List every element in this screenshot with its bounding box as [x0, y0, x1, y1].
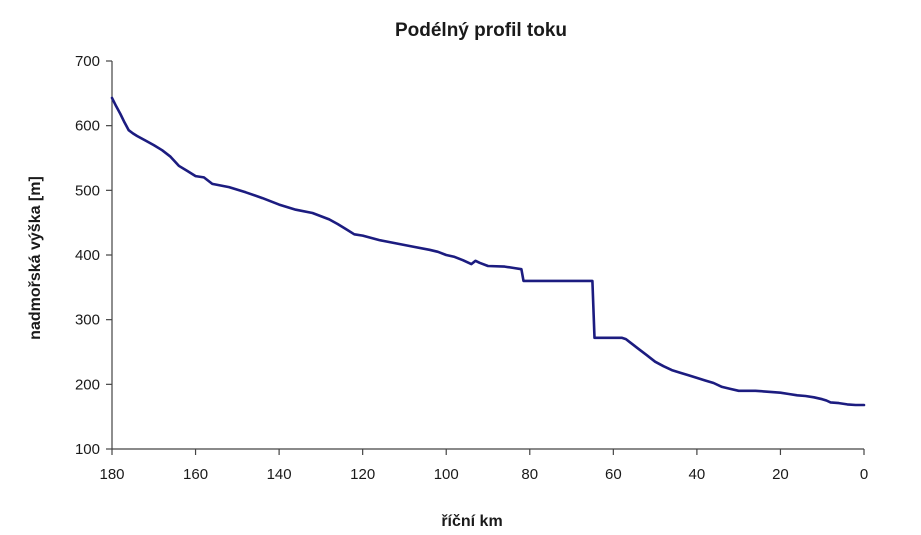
x-tick-label: 100 [434, 466, 459, 483]
y-tick-label: 300 [75, 312, 100, 329]
x-tick-label: 140 [267, 466, 292, 483]
x-tick-label: 40 [689, 466, 706, 483]
y-axis-ticks: 700 600 500 400 300 200 100 [75, 53, 112, 458]
y-tick-label: 700 [75, 53, 100, 70]
x-tick-label: 60 [605, 466, 622, 483]
y-tick-label: 400 [75, 247, 100, 264]
y-tick-label: 500 [75, 182, 100, 199]
chart-title: Podélný profil toku [395, 20, 567, 41]
y-tick-label: 100 [75, 441, 100, 458]
x-axis-title: říční km [441, 513, 502, 530]
x-tick-label: 0 [860, 466, 868, 483]
series-line-profile [110, 96, 866, 407]
x-tick-label: 160 [183, 466, 208, 483]
x-tick-label: 80 [521, 466, 538, 483]
x-tick-label: 20 [772, 466, 789, 483]
x-tick-label: 180 [99, 466, 124, 483]
x-axis-ticks: 180 160 140 120 100 80 60 40 20 0 [99, 449, 868, 483]
x-tick-label: 120 [350, 466, 375, 483]
y-tick-label: 200 [75, 376, 100, 393]
y-axis-title: nadmořská výška [m] [27, 176, 44, 340]
y-tick-label: 600 [75, 118, 100, 135]
